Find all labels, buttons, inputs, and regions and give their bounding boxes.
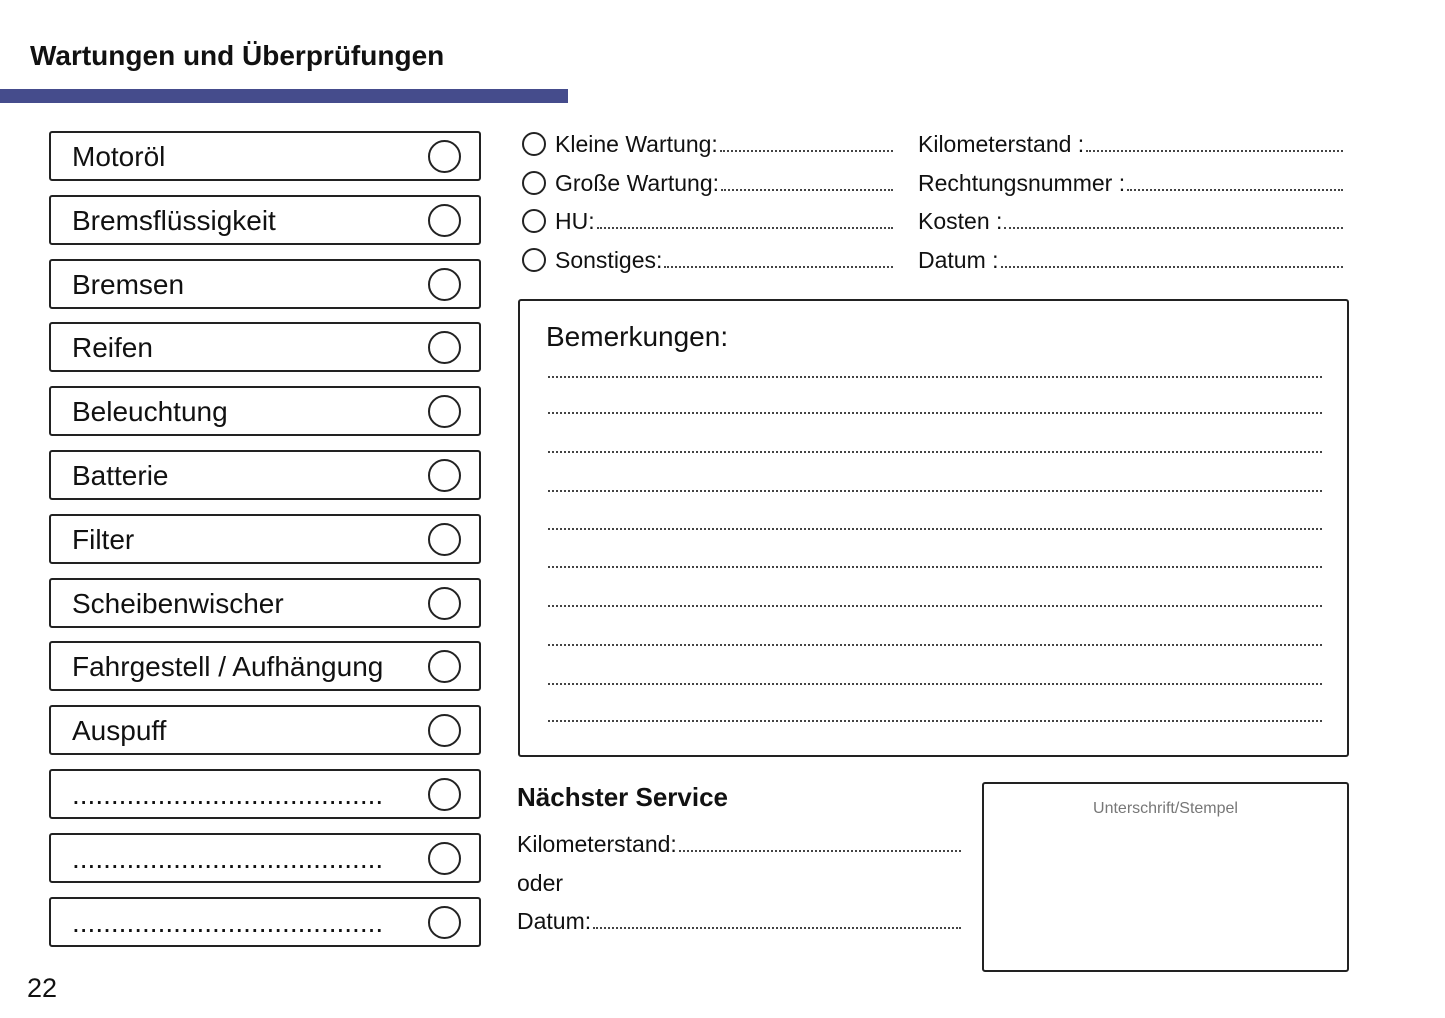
- check-circle-icon[interactable]: [428, 395, 461, 429]
- or-label: oder: [517, 870, 564, 896]
- field-datum[interactable]: Datum :: [918, 244, 1343, 274]
- service-option-grosse-wartung[interactable]: Große Wartung:: [522, 167, 893, 197]
- remark-line[interactable]: [548, 683, 1322, 685]
- remark-line[interactable]: [548, 412, 1322, 414]
- check-circle-icon[interactable]: [428, 203, 461, 237]
- checklist-item[interactable]: Batterie: [49, 450, 481, 500]
- check-circle-icon[interactable]: [428, 331, 461, 365]
- remark-line[interactable]: [548, 566, 1322, 568]
- service-option-kleine-wartung[interactable]: Kleine Wartung:: [522, 128, 893, 158]
- checklist-label: Auspuff: [72, 715, 167, 747]
- check-circle-icon[interactable]: [428, 459, 461, 492]
- checklist-item[interactable]: Bremsen: [49, 258, 481, 309]
- checklist-item[interactable]: Bremsflüssigkeit: [49, 194, 481, 245]
- fill-line[interactable]: [678, 850, 961, 852]
- radio-circle-icon[interactable]: [522, 248, 546, 272]
- remarks-box[interactable]: Bemerkungen:: [518, 299, 1349, 757]
- accent-bar: [0, 89, 568, 103]
- field-label: Kilometerstand:: [517, 831, 677, 857]
- checklist-item[interactable]: Reifen: [49, 322, 481, 373]
- signature-label: Unterschrift/Stempel: [1093, 800, 1238, 817]
- checklist-label: Fahrgestell / Aufhängung: [72, 651, 384, 683]
- fill-line[interactable]: [1127, 189, 1343, 191]
- next-service-or: oder: [517, 867, 961, 897]
- field-label: Datum:: [517, 908, 592, 934]
- checklist-item[interactable]: Auspuff: [49, 705, 481, 756]
- check-circle-icon[interactable]: [428, 650, 461, 684]
- option-label: Große Wartung:: [555, 170, 720, 196]
- radio-circle-icon[interactable]: [522, 209, 546, 233]
- checklist-item[interactable]: Scheibenwischer: [49, 577, 481, 628]
- remark-line[interactable]: [548, 528, 1322, 530]
- checklist-item[interactable]: Beleuchtung: [49, 386, 481, 437]
- checklist-item[interactable]: Filter: [49, 513, 481, 564]
- fill-line[interactable]: [593, 927, 961, 929]
- checklist-item[interactable]: Fahrgestell / Aufhängung: [49, 641, 481, 692]
- next-service-kilometer-field[interactable]: Kilometerstand:: [517, 828, 961, 858]
- remark-line[interactable]: [548, 490, 1322, 492]
- remark-line[interactable]: [548, 720, 1322, 722]
- checklist-label: Batterie: [72, 460, 169, 491]
- field-rechnungsnummer[interactable]: Rechtungsnummer :: [918, 167, 1343, 197]
- remark-line[interactable]: [548, 644, 1322, 646]
- option-label: HU:: [555, 208, 595, 234]
- fill-line[interactable]: [1004, 227, 1343, 229]
- service-option-sonstiges[interactable]: Sonstiges:: [522, 244, 893, 274]
- page-number: 22: [27, 973, 58, 1003]
- checklist-label: Beleuchtung: [72, 396, 228, 428]
- fill-line[interactable]: [1000, 266, 1343, 268]
- check-circle-icon[interactable]: [428, 778, 461, 811]
- radio-circle-icon[interactable]: [522, 171, 546, 195]
- option-label: Sonstiges:: [555, 247, 663, 273]
- check-circle-icon[interactable]: [428, 267, 461, 301]
- checklist-label: Reifen: [72, 332, 153, 364]
- check-circle-icon[interactable]: [428, 905, 461, 939]
- field-label: Kilometerstand :: [918, 131, 1085, 157]
- remark-line[interactable]: [548, 376, 1322, 378]
- checklist-label: Scheibenwischer: [72, 587, 284, 619]
- field-label: Rechtungsnummer :: [918, 170, 1126, 196]
- signature-box[interactable]: Unterschrift/Stempel: [982, 782, 1349, 972]
- checklist-label: ........................................: [72, 906, 384, 938]
- next-service-title: Nächster Service: [517, 782, 729, 812]
- fill-line[interactable]: [596, 227, 893, 229]
- remarks-title: Bemerkungen:: [546, 321, 729, 352]
- remark-line[interactable]: [548, 451, 1322, 453]
- checklist-label: Bremsen: [72, 268, 185, 300]
- fill-line[interactable]: [719, 150, 893, 152]
- field-label: Kosten :: [918, 208, 1003, 234]
- checklist-label: Bremsflüssigkeit: [72, 204, 276, 236]
- fill-line[interactable]: [1086, 150, 1343, 152]
- field-label: Datum :: [918, 247, 999, 273]
- checklist-item[interactable]: ........................................: [49, 832, 481, 883]
- checklist-item[interactable]: Motoröl: [49, 131, 481, 181]
- fill-line[interactable]: [664, 266, 893, 268]
- checklist-label: Filter: [72, 523, 135, 555]
- check-circle-icon[interactable]: [428, 522, 461, 556]
- service-option-hu[interactable]: HU:: [522, 205, 893, 235]
- field-kosten[interactable]: Kosten :: [918, 205, 1343, 235]
- remark-line[interactable]: [548, 605, 1322, 607]
- checklist-label: Motoröl: [72, 141, 166, 172]
- check-circle-icon[interactable]: [428, 841, 461, 875]
- field-kilometerstand[interactable]: Kilometerstand :: [918, 128, 1343, 158]
- check-circle-icon[interactable]: [428, 714, 461, 748]
- page-title: Wartungen und Überprüfungen: [30, 40, 445, 71]
- check-circle-icon[interactable]: [428, 586, 461, 620]
- checklist-label: ........................................: [72, 842, 384, 874]
- checklist-item[interactable]: ........................................: [49, 769, 481, 819]
- radio-circle-icon[interactable]: [522, 132, 546, 156]
- checklist-item[interactable]: ........................................: [49, 896, 481, 947]
- next-service-date-field[interactable]: Datum:: [517, 905, 961, 935]
- check-circle-icon[interactable]: [428, 140, 461, 173]
- fill-line[interactable]: [721, 189, 893, 191]
- checklist-label: ........................................: [72, 779, 384, 810]
- option-label: Kleine Wartung:: [555, 131, 718, 157]
